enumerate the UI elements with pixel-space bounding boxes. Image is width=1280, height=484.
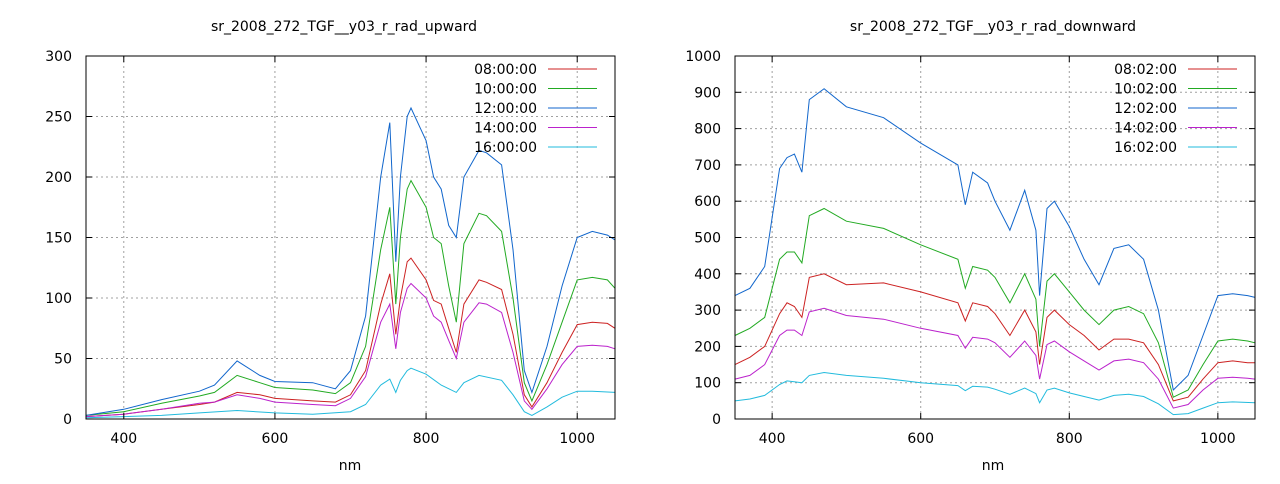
x-tick-label: 1000 — [559, 431, 595, 447]
chart-1: 400 600 800 1000 0 50 100 150 200 250 300 sr_2008_2… — [45, 19, 616, 474]
y-tick-label: 150 — [45, 231, 72, 247]
legend-label-5: 16:00:00 — [474, 140, 537, 156]
y-tick-label: 100 — [45, 291, 72, 307]
x-tick-label: 600 — [262, 431, 289, 447]
y-tick-label: 800 — [694, 122, 721, 138]
y-tick-label: 1000 — [685, 49, 721, 65]
y-tick-label: 600 — [694, 194, 721, 210]
y-tick-label: 400 — [694, 267, 721, 283]
legend: 08:00:00 10:00:00 12:00:00 14:00:00 16:00:00 — [474, 62, 597, 156]
y-tick-label: 0 — [712, 412, 721, 428]
x-tick-label: 600 — [907, 431, 934, 447]
series-line-5 — [734, 371, 1256, 416]
series-line-3 — [734, 88, 1256, 392]
y-tick-label: 700 — [694, 158, 721, 174]
y-tick-label: 300 — [694, 303, 721, 319]
chart-2: 400 600 800 1000 0 100 200 300 400 500 600 700 800 90… — [685, 19, 1256, 474]
legend-label-4: 14:00:00 — [474, 121, 537, 137]
x-tick-label: 800 — [413, 431, 440, 447]
x-tick-label: 400 — [110, 431, 137, 447]
legend-label-2: 10:00:00 — [474, 82, 537, 98]
series-line-2 — [734, 207, 1256, 398]
y-tick-label: 100 — [694, 376, 721, 392]
y-tick-label: 200 — [45, 170, 72, 186]
series-line-4 — [734, 307, 1256, 409]
legend-label-2: 10:02:00 — [1114, 82, 1177, 98]
series-line-1 — [734, 273, 1255, 402]
series-line-3 — [85, 106, 616, 416]
x-axis-label: nm — [982, 458, 1005, 474]
legend: 08:02:00 10:02:00 12:02:00 14:02:00 16:02:00 — [1114, 62, 1237, 156]
series-line-5 — [85, 367, 616, 419]
x-tick-label: 800 — [1056, 431, 1083, 447]
x-axis-label: nm — [339, 458, 362, 474]
chart-title: sr_2008_272_TGF__y03_r_rad_downward — [850, 19, 1136, 35]
series-line-2 — [85, 179, 616, 416]
y-tick-label: 0 — [63, 412, 72, 428]
x-tick-label: 400 — [759, 431, 786, 447]
series-line-4 — [85, 282, 616, 418]
y-tick-label: 200 — [694, 339, 721, 355]
legend-label-4: 14:02:00 — [1114, 121, 1177, 137]
y-tick-label: 900 — [694, 85, 721, 101]
x-tick-label: 1000 — [1200, 431, 1236, 447]
legend-label-3: 12:02:00 — [1114, 101, 1177, 117]
y-tick-label: 500 — [694, 231, 721, 247]
legend-label-1: 08:00:00 — [474, 62, 537, 78]
legend-label-1: 08:02:00 — [1114, 62, 1177, 78]
legend-label-3: 12:00:00 — [474, 101, 537, 117]
chart-title: sr_2008_272_TGF__y03_r_rad_upward — [211, 19, 477, 35]
series-line-1 — [85, 257, 616, 418]
y-tick-label: 300 — [45, 49, 72, 65]
legend-label-5: 16:02:00 — [1114, 140, 1177, 156]
y-tick-label: 250 — [45, 110, 72, 126]
y-tick-label: 50 — [54, 352, 72, 368]
grid-lines — [735, 56, 1255, 419]
